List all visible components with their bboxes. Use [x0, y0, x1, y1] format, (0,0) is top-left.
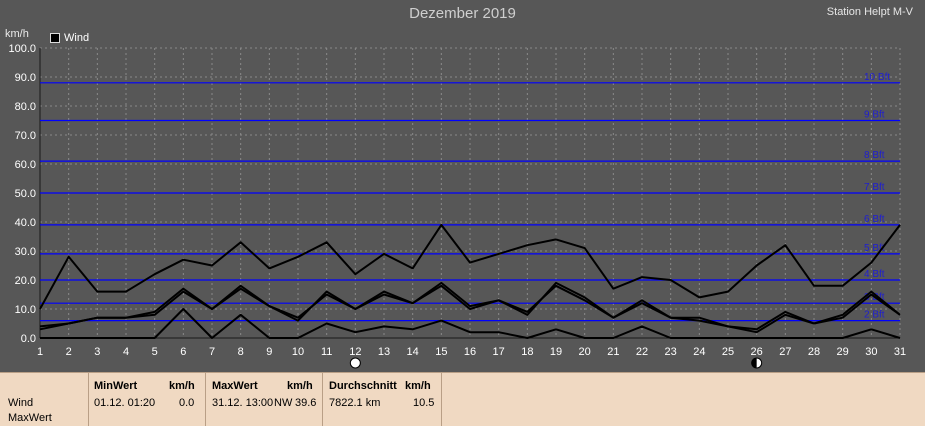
min-value: 0.0 — [179, 397, 195, 409]
y-tick-label: 90.0 — [15, 72, 36, 84]
x-tick-label: 6 — [180, 346, 186, 358]
avg-distance: 7822.1 km — [329, 397, 381, 409]
y-tick-label: 40.0 — [15, 217, 36, 229]
series-line — [39, 281, 901, 334]
x-tick-label: 18 — [521, 346, 533, 358]
series-line — [39, 284, 901, 331]
x-tick-label: 4 — [123, 346, 129, 358]
x-tick-label: 13 — [378, 346, 390, 358]
avg-column: Durchschnitt km/h 7822.1 km 10.5 — [323, 373, 442, 426]
x-tick-label: 7 — [209, 346, 215, 358]
full-moon-icon — [349, 357, 361, 369]
y-tick-label: 70.0 — [15, 130, 36, 142]
chart-title: Dezember 2019 — [409, 5, 516, 22]
x-tick-label: 5 — [152, 346, 158, 358]
avg-unit: km/h — [405, 380, 431, 392]
avg-value: 10.5 — [413, 397, 435, 409]
y-tick-label: 60.0 — [15, 159, 36, 171]
x-tick-label: 23 — [665, 346, 677, 358]
x-tick-label: 3 — [94, 346, 100, 358]
bft-label: 9 Bft — [864, 110, 885, 121]
x-tick-label: 12 — [349, 346, 361, 358]
bft-label: 10 Bft — [864, 72, 890, 83]
y-tick-label: 80.0 — [15, 101, 36, 113]
row-labels: Wind MaxWert — [0, 373, 89, 426]
x-tick-label: 29 — [837, 346, 849, 358]
y-axis-unit: km/h — [5, 28, 29, 40]
x-tick-label: 21 — [607, 346, 619, 358]
summary-panel: Wind MaxWert MinWert km/h 01.12. 01:20 0… — [0, 372, 925, 426]
x-tick-label: 31 — [894, 346, 906, 358]
x-tick-label: 17 — [493, 346, 505, 358]
series-line — [40, 308, 901, 339]
min-time: 01.12. 01:20 — [94, 397, 156, 409]
x-tick-label: 16 — [464, 346, 476, 358]
bft-label: 2 Bft — [864, 310, 885, 321]
max-header: MaxWert — [212, 380, 258, 392]
x-tick-label: 26 — [751, 346, 763, 358]
avg-header: Durchschnitt — [329, 380, 397, 392]
x-tick-label: 8 — [238, 346, 244, 358]
x-tick-label: 30 — [865, 346, 877, 358]
bft-label: 5 Bft — [864, 243, 885, 254]
x-tick-label: 24 — [693, 346, 705, 358]
x-tick-label: 28 — [808, 346, 820, 358]
station-name: Station Helpt M-V — [826, 6, 913, 18]
row-label-maxwert: MaxWert — [8, 412, 52, 424]
x-tick-label: 10 — [292, 346, 304, 358]
row-label-wind: Wind — [8, 397, 34, 409]
legend: Wind — [50, 32, 89, 44]
max-time: 31.12. 13:00 — [212, 397, 274, 409]
series-line — [39, 223, 901, 310]
x-tick-label: 22 — [636, 346, 648, 358]
bft-label: 6 Bft — [864, 214, 885, 225]
y-tick-label: 0.0 — [21, 333, 36, 345]
x-tick-label: 2 — [66, 346, 72, 358]
x-tick-label: 27 — [779, 346, 791, 358]
y-tick-label: 20.0 — [15, 275, 36, 287]
y-tick-label: 50.0 — [15, 188, 36, 200]
x-tick-label: 1 — [37, 346, 43, 358]
min-column: MinWert km/h 01.12. 01:20 0.0 — [89, 373, 206, 426]
x-tick-label: 15 — [435, 346, 447, 358]
y-tick-label: 100.0 — [8, 43, 36, 55]
max-column: MaxWert km/h 31.12. 13:00 NW 39.6 — [206, 373, 323, 426]
x-tick-label: 14 — [407, 346, 419, 358]
max-value: 39.6 — [295, 397, 317, 409]
x-tick-label: 11 — [321, 346, 332, 358]
x-tick-label: 19 — [550, 346, 562, 358]
x-tick-label: 9 — [266, 346, 272, 358]
max-direction: NW — [274, 397, 293, 409]
min-header: MinWert — [94, 380, 138, 392]
y-tick-label: 10.0 — [15, 304, 36, 316]
bft-label: 7 Bft — [864, 182, 885, 193]
legend-label: Wind — [64, 32, 90, 44]
max-unit: km/h — [287, 380, 313, 392]
new-moon-icon — [751, 357, 763, 369]
bft-label: 4 Bft — [864, 269, 885, 280]
x-tick-label: 20 — [579, 346, 591, 358]
legend-swatch — [50, 33, 60, 43]
min-unit: km/h — [169, 380, 195, 392]
bft-label: 8 Bft — [864, 150, 885, 161]
x-tick-label: 25 — [722, 346, 734, 358]
y-tick-label: 30.0 — [15, 246, 36, 258]
